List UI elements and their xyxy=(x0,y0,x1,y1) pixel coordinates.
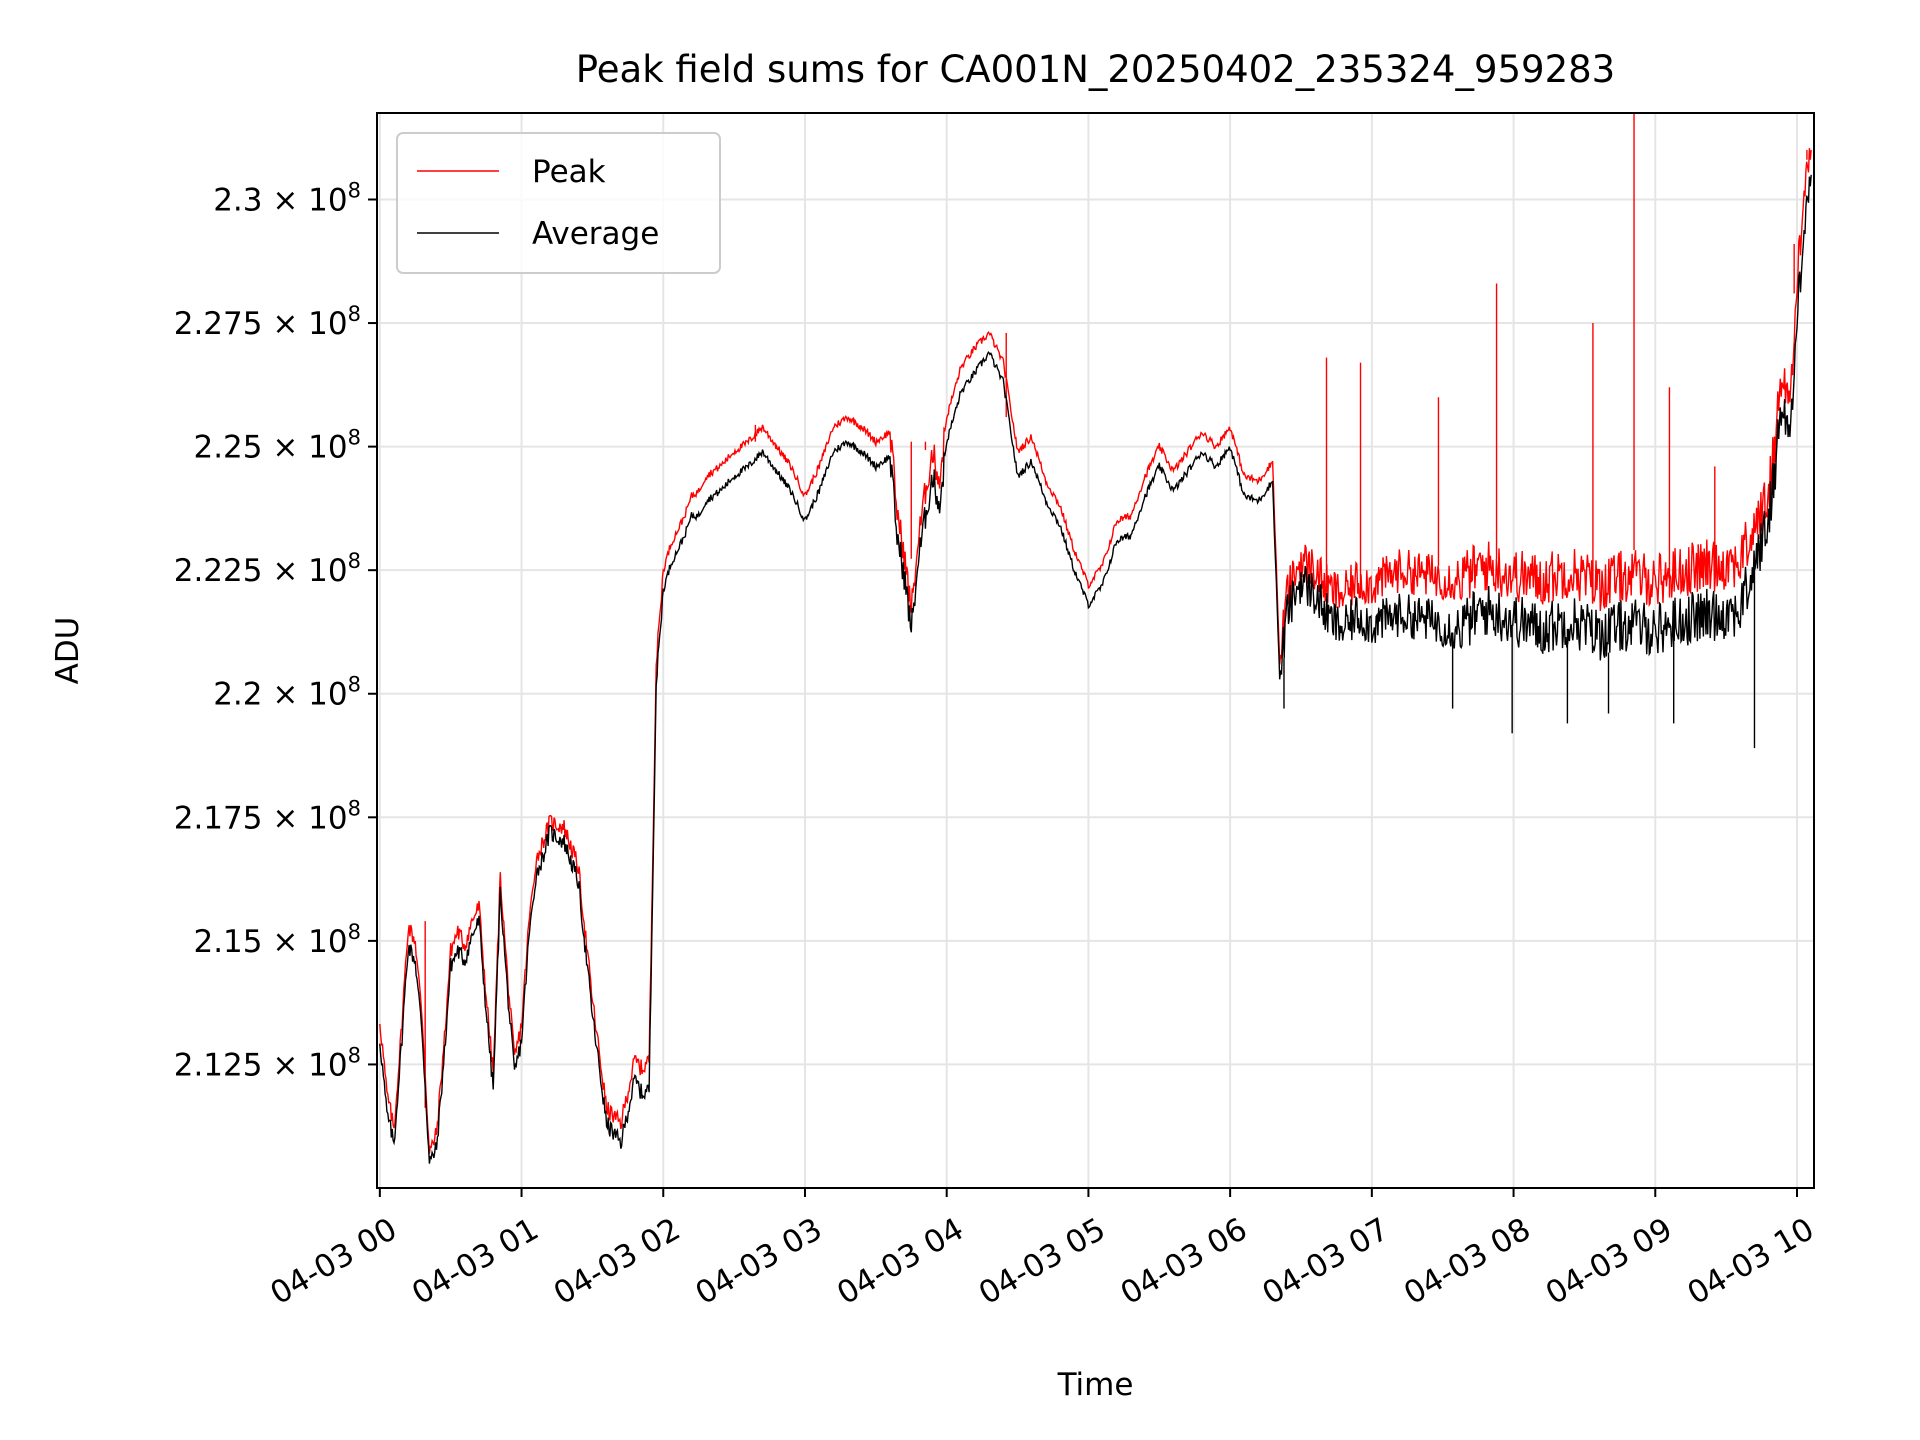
series-line-peak xyxy=(379,148,1812,1154)
plot-area xyxy=(379,113,1812,1164)
legend-label-average: Average xyxy=(532,216,659,252)
y-tick-label: 2.3 × 108 xyxy=(213,178,361,218)
y-tick-label: 2.2 × 108 xyxy=(213,673,361,713)
legend-label-peak: Peak xyxy=(532,154,606,190)
grid xyxy=(377,113,1814,1188)
y-tick-label: 2.225 × 108 xyxy=(174,549,361,589)
series-line-average xyxy=(379,174,1812,1164)
y-axis-label: ADU xyxy=(50,617,86,685)
legend: Peak Average xyxy=(396,132,721,274)
y-tick-label: 2.275 × 108 xyxy=(174,302,361,342)
axes-frame xyxy=(376,112,1815,1189)
y-tick-label: 2.25 × 108 xyxy=(193,426,361,466)
y-tick-label: 2.15 × 108 xyxy=(193,920,361,960)
y-tick-label: 2.175 × 108 xyxy=(174,796,361,836)
chart-title: Peak field sums for CA001N_20250402_2353… xyxy=(576,48,1615,91)
y-tick-label: 2.125 × 108 xyxy=(174,1043,361,1083)
y-axis: 2.125 × 108 2.15 × 108 2.175 × 108 2.2 × 10… xyxy=(174,178,377,1083)
legend-box xyxy=(396,132,721,274)
x-axis-label: Time xyxy=(1057,1367,1134,1403)
